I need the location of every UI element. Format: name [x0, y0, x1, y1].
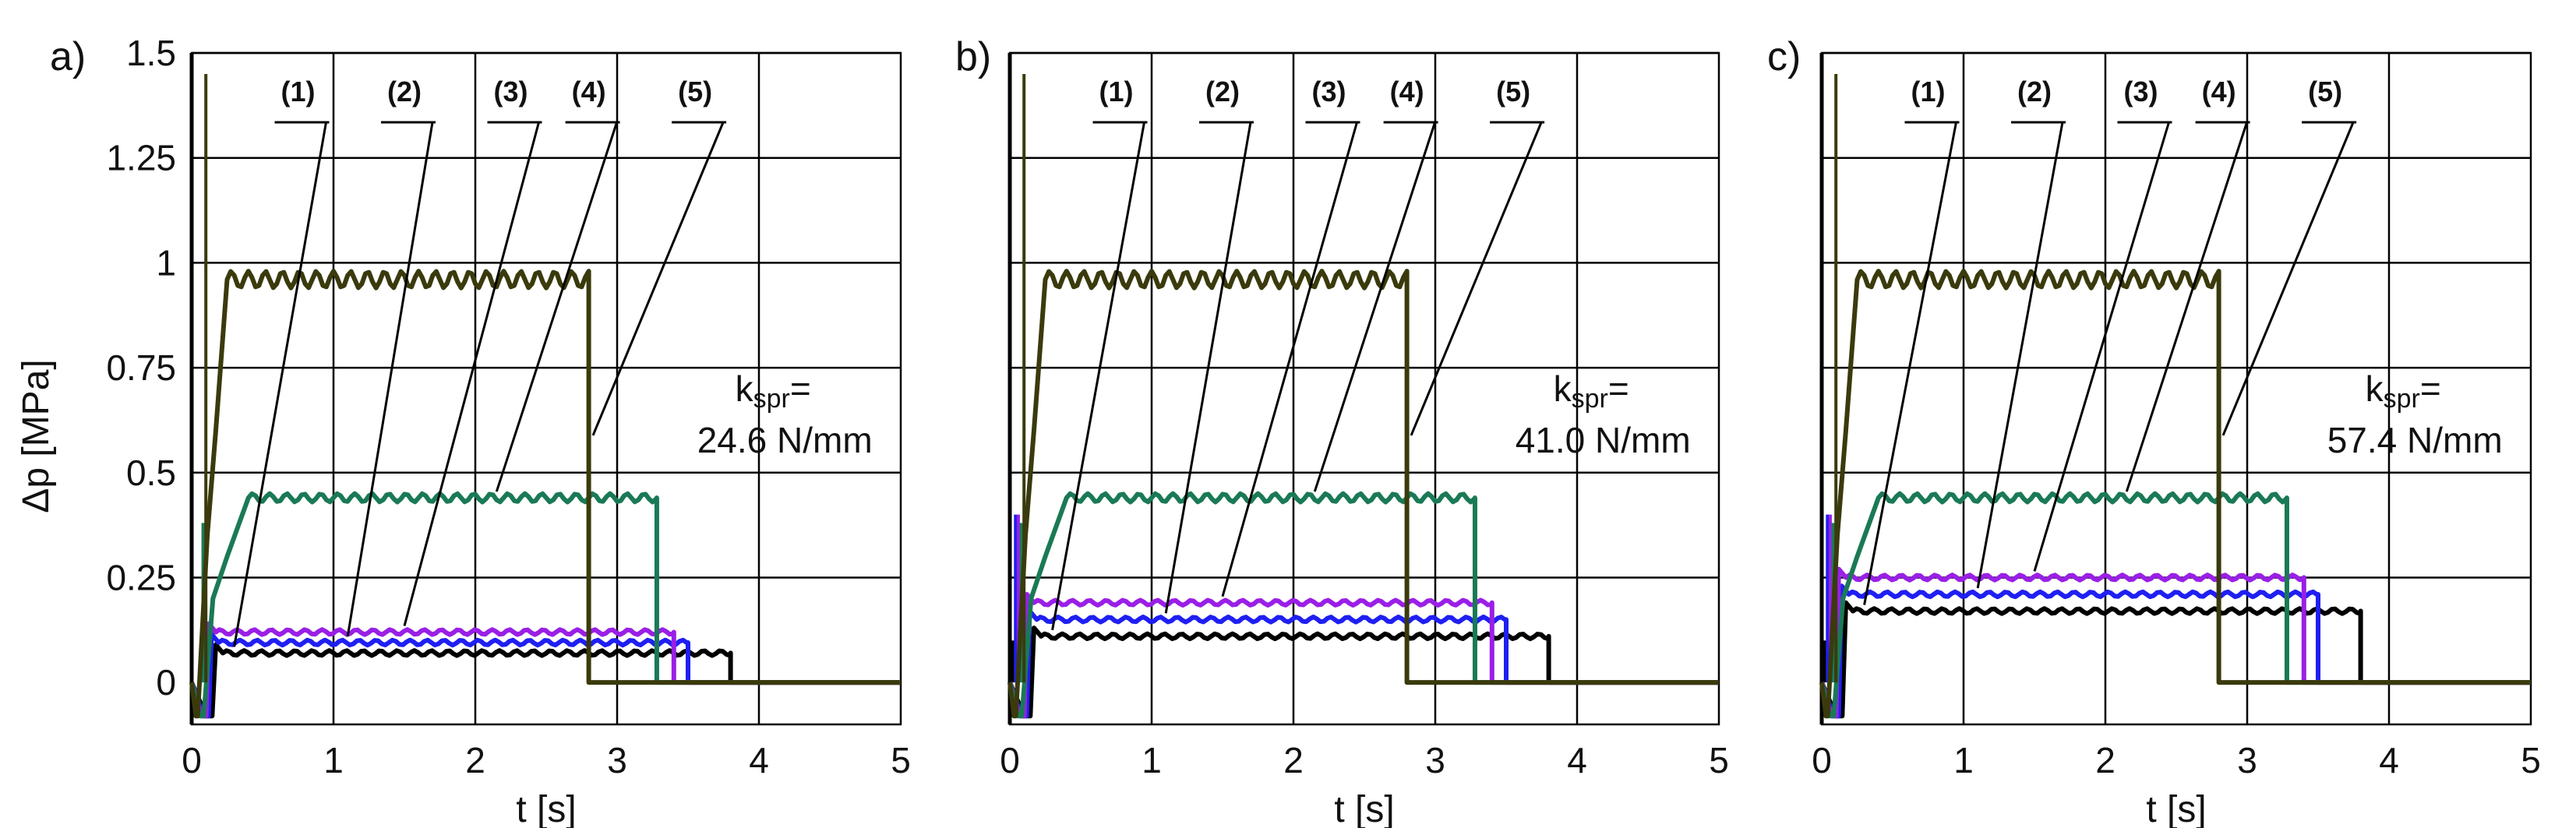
x-tick-label: 5: [2521, 740, 2541, 780]
kspr-value: 41.0 N/mm: [1516, 420, 1691, 460]
callout-label-1: (1): [1099, 76, 1134, 107]
series-2-line: [1819, 583, 2531, 719]
callout-label-4: (4): [2202, 76, 2236, 107]
kspr-label: kspr=: [2366, 368, 2441, 414]
callout-label-3: (3): [1312, 76, 1346, 107]
y-tick-label: 1.5: [126, 33, 176, 73]
series-group: [1819, 73, 2531, 719]
callout-leader-2: [1976, 122, 2064, 589]
callout-leader-1: [1863, 122, 1957, 605]
callout-leader-1: [233, 122, 327, 647]
callout-leader-2: [346, 122, 434, 637]
callout-leader-1: [1051, 122, 1145, 631]
series-4-line: [1007, 491, 1719, 719]
callout-label-1: (1): [1911, 76, 1946, 107]
series-2-line: [1007, 608, 1719, 719]
callouts: (1) (2) (3) (4) (5): [1051, 76, 1545, 631]
x-tick-label: 4: [2379, 740, 2399, 780]
x-tick-label: 0: [182, 740, 202, 780]
kspr-label: kspr=: [736, 368, 811, 414]
x-axis-label: t [s]: [2146, 789, 2206, 828]
y-tick-label: 1.25: [106, 138, 176, 178]
panel-label: a): [50, 34, 86, 79]
panel-label: b): [955, 34, 991, 79]
chart-panel-2: (1) (2) (3) (4) (5) kspr= 41.0 N/mm 0 1 2 3 4 5 t [s]…: [955, 34, 1729, 828]
y-axis-label: Δp [MPa]: [16, 359, 57, 513]
callout-label-2: (2): [387, 76, 422, 107]
kspr-value: 57.4 N/mm: [2327, 420, 2503, 460]
kspr-label: kspr=: [1554, 368, 1629, 414]
callout-leader-5: [1410, 122, 1543, 436]
x-tick-label: 1: [1953, 740, 1974, 780]
x-tick-label: 0: [1812, 740, 1832, 780]
y-tick-label: 0.75: [106, 347, 176, 388]
callout-leader-4: [1313, 122, 1437, 492]
x-tick-label: 4: [749, 740, 769, 780]
y-tick-label: 0: [156, 662, 176, 703]
callout-label-2: (2): [1205, 76, 1240, 107]
panel-label: c): [1767, 34, 1801, 79]
callout-label-5: (5): [2308, 76, 2342, 107]
callout-leader-5: [591, 122, 725, 436]
callout-leader-3: [2033, 122, 2170, 572]
x-tick-label: 3: [1425, 740, 1445, 780]
callout-label-2: (2): [2017, 76, 2052, 107]
x-axis-label: t [s]: [1334, 789, 1394, 828]
callout-label-5: (5): [678, 76, 712, 107]
series-2-line: [189, 632, 901, 719]
callout-label-5: (5): [1496, 76, 1530, 107]
series-3-line: [1007, 591, 1719, 719]
series-4-line: [189, 491, 901, 719]
series-group: [1007, 73, 1719, 719]
callout-leader-3: [1221, 122, 1358, 597]
callouts: (1) (2) (3) (4) (5): [1863, 76, 2357, 605]
series-1-line: [1007, 625, 1719, 719]
chart-panel-1: (1) (2) (3) (4) (5) kspr= 24.6 N/mm 0 1 2 3 4 5 0 0.25…: [50, 33, 911, 828]
callout-leader-2: [1164, 122, 1252, 614]
callouts: (1) (2) (3) (4) (5): [233, 76, 727, 647]
x-axis-label: t [s]: [516, 789, 576, 828]
x-tick-label: 3: [607, 740, 627, 780]
x-tick-label: 5: [891, 740, 911, 780]
series-3-line: [189, 621, 901, 719]
chart-panel-3: (1) (2) (3) (4) (5) kspr= 57.4 N/mm 0 1 2 3 4 5 t [s]…: [1767, 34, 2541, 828]
series-5-line: [189, 269, 901, 719]
x-tick-label: 5: [1709, 740, 1729, 780]
x-tick-label: 3: [2237, 740, 2257, 780]
y-tick-label: 0.25: [106, 557, 176, 597]
callout-label-3: (3): [494, 76, 528, 107]
callout-leader-5: [2221, 122, 2355, 436]
callout-leader-4: [2125, 122, 2249, 492]
y-tick-label: 1: [156, 242, 176, 283]
series-3-line: [1819, 566, 2531, 719]
callout-label-3: (3): [2124, 76, 2158, 107]
series-5-line: [1007, 269, 1719, 719]
x-tick-label: 2: [2095, 740, 2115, 780]
callout-leader-4: [495, 122, 619, 492]
series-group: [189, 73, 901, 719]
x-tick-label: 1: [323, 740, 344, 780]
callout-label-4: (4): [572, 76, 606, 107]
series-1-line: [189, 642, 901, 719]
x-tick-label: 0: [1000, 740, 1020, 780]
x-tick-label: 1: [1142, 740, 1162, 780]
callout-label-4: (4): [1390, 76, 1424, 107]
callout-label-1: (1): [281, 76, 316, 107]
x-tick-label: 4: [1567, 740, 1587, 780]
x-tick-label: 2: [1283, 740, 1304, 780]
callout-leader-3: [403, 122, 540, 626]
series-1-line: [1819, 600, 2531, 719]
x-tick-label: 2: [465, 740, 485, 780]
y-tick-label: 0.5: [126, 453, 176, 493]
kspr-value: 24.6 N/mm: [697, 420, 873, 460]
series-4-line: [1819, 491, 2531, 719]
